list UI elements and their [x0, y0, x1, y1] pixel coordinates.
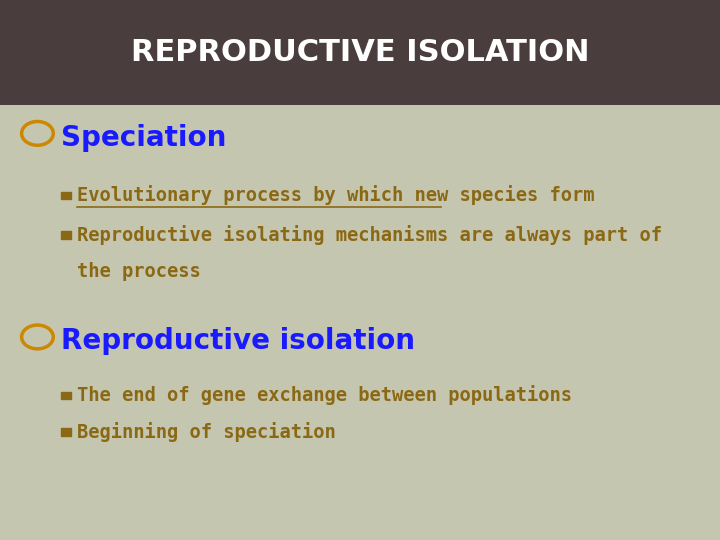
Bar	[61, 428, 71, 436]
Text: the process: the process	[77, 262, 201, 281]
Text: The end of gene exchange between populations: The end of gene exchange between populat…	[77, 385, 572, 406]
Text: Reproductive isolation: Reproductive isolation	[61, 327, 415, 355]
Text: Beginning of speciation: Beginning of speciation	[77, 422, 336, 442]
FancyBboxPatch shape	[0, 0, 720, 105]
Text: REPRODUCTIVE ISOLATION: REPRODUCTIVE ISOLATION	[131, 38, 589, 67]
Bar	[61, 231, 71, 239]
Text: Evolutionary process by which new species form: Evolutionary process by which new specie…	[77, 185, 595, 206]
Text: Reproductive isolating mechanisms are always part of: Reproductive isolating mechanisms are al…	[77, 225, 662, 245]
Bar	[61, 192, 71, 199]
Bar	[61, 392, 71, 399]
Text: Speciation: Speciation	[61, 124, 227, 152]
